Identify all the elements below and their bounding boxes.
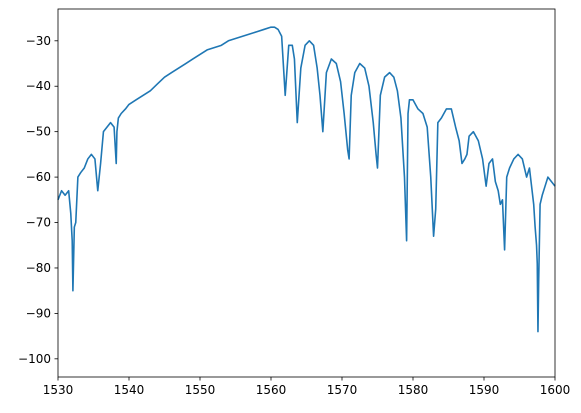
y-tick-label: −40 [26,79,51,93]
x-tick-label: 1560 [256,383,287,397]
series-layer [57,26,556,333]
y-tick-label: −60 [26,170,51,184]
x-tick-label: 1600 [540,383,571,397]
y-tick-label: −80 [26,261,51,275]
y-tick-label: −50 [26,125,51,139]
x-tick-label: 1540 [114,383,145,397]
x-tick-label: 1580 [398,383,429,397]
x-tick-label: 1570 [327,383,358,397]
plot-frame [57,8,556,378]
x-tick-label: 1590 [469,383,500,397]
x-tick-label: 1530 [43,383,74,397]
ticks-layer: 1530 1540 1550 1560 1570 1580 1590 1600 −30 −40 −5… [18,34,570,397]
series-line-0 [57,26,556,333]
y-tick-label: −90 [26,306,51,320]
y-tick-label: −30 [26,34,51,48]
y-tick-label: −70 [26,216,51,230]
x-tick-label: 1550 [185,383,216,397]
y-tick-label: −100 [18,352,51,366]
